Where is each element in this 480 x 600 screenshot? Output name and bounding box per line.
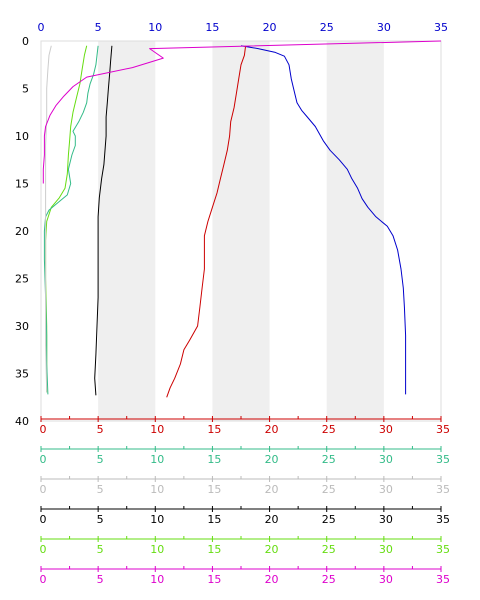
top-tick-label: 20: [263, 21, 277, 34]
bottom-tick-label: 30: [379, 423, 393, 436]
bottom-tick-label: 0: [40, 483, 47, 496]
bottom-tick-label: 35: [436, 573, 450, 586]
band-0: [98, 41, 156, 421]
bottom-tick-label: 30: [379, 483, 393, 496]
y-tick-label: 5: [22, 83, 29, 96]
bottom-axis-2: 0 5 10 15 20 25 30 35: [40, 476, 450, 496]
bottom-tick-label: 0: [40, 423, 47, 436]
y-tick-label: 20: [15, 225, 29, 238]
series-line-3: [45, 45, 88, 393]
bottom-tick-label: 25: [322, 423, 336, 436]
bottom-tick-label: 5: [97, 543, 104, 556]
bottom-tick-label: 15: [207, 453, 221, 466]
bottom-x-axes: 0 5 10 15 20 25 30 35 0 5 10 15 20 25 30 35 0 5 10 15 20 25 30…: [40, 416, 450, 586]
series-line-2: [94, 45, 113, 396]
bottom-tick-label: 15: [207, 423, 221, 436]
top-tick-label: 0: [38, 21, 45, 34]
y-tick-label: 35: [15, 368, 29, 381]
bottom-tick-label: 10: [150, 573, 164, 586]
bottom-tick-label: 25: [322, 573, 336, 586]
top-tick-label: 30: [377, 21, 391, 34]
bottom-tick-label: 0: [40, 573, 47, 586]
series-line-0: [240, 45, 407, 395]
y-tick-label: 0: [22, 35, 29, 48]
y-tick-label: 30: [15, 320, 29, 333]
series-line-6: [42, 40, 442, 184]
bottom-tick-label: 25: [322, 543, 336, 556]
top-x-axis: 0 5 10 15 20 25 30 35: [38, 21, 449, 34]
plot-border: [40, 40, 442, 422]
bottom-tick-label: 15: [207, 573, 221, 586]
bottom-tick-label: 30: [379, 513, 393, 526]
bottom-tick-label: 20: [265, 543, 279, 556]
bottom-tick-label: 25: [322, 513, 336, 526]
bottom-tick-label: 10: [150, 453, 164, 466]
bottom-tick-label: 20: [265, 453, 279, 466]
bottom-tick-label: 35: [436, 543, 450, 556]
bottom-tick-label: 10: [150, 423, 164, 436]
series-group: [42, 40, 442, 398]
bottom-tick-label: 25: [322, 483, 336, 496]
bottom-tick-label: 5: [97, 453, 104, 466]
bottom-axis-3: 0 5 10 15 20 25 30 35: [40, 506, 450, 526]
bottom-tick-label: 0: [40, 543, 47, 556]
bottom-tick-label: 5: [97, 423, 104, 436]
bottom-tick-label: 5: [97, 573, 104, 586]
band-2: [326, 41, 384, 421]
bottom-axis-5: 0 5 10 15 20 25 30 35: [40, 566, 450, 586]
top-tick-label: 5: [95, 21, 102, 34]
top-tick-label: 10: [148, 21, 162, 34]
series-line-1: [166, 45, 247, 398]
bottom-axis-4: 0 5 10 15 20 25 30 35: [40, 536, 450, 556]
bottom-tick-label: 35: [436, 453, 450, 466]
bottom-tick-label: 20: [265, 483, 279, 496]
y-tick-label: 40: [15, 415, 29, 428]
bottom-tick-label: 25: [322, 453, 336, 466]
top-tick-label: 25: [320, 21, 334, 34]
y-tick-label: 15: [15, 178, 29, 191]
band-1: [212, 41, 270, 421]
bottom-tick-label: 15: [207, 543, 221, 556]
bottom-axis-1: 0 5 10 15 20 25 30 35: [40, 446, 450, 466]
bottom-tick-label: 5: [97, 483, 104, 496]
background-bands: [98, 41, 384, 421]
bottom-tick-label: 35: [436, 513, 450, 526]
y-tick-label: 25: [15, 273, 29, 286]
series-line-5: [45, 45, 52, 393]
bottom-axis-0: 0 5 10 15 20 25 30 35: [40, 416, 450, 436]
bottom-tick-label: 10: [150, 513, 164, 526]
bottom-tick-label: 5: [97, 513, 104, 526]
bottom-tick-label: 15: [207, 513, 221, 526]
bottom-tick-label: 0: [40, 513, 47, 526]
top-tick-label: 35: [434, 21, 448, 34]
bottom-tick-label: 20: [265, 513, 279, 526]
y-axis: 0 5 10 15 20 25 30 35 40: [15, 35, 29, 428]
bottom-tick-label: 20: [265, 573, 279, 586]
bottom-tick-label: 35: [436, 483, 450, 496]
y-tick-label: 10: [15, 130, 29, 143]
bottom-tick-label: 10: [150, 483, 164, 496]
bottom-tick-label: 30: [379, 453, 393, 466]
plot-frame: [40, 40, 442, 422]
bottom-tick-label: 10: [150, 543, 164, 556]
series-line-4: [43, 45, 99, 395]
bottom-tick-label: 35: [436, 423, 450, 436]
bottom-tick-label: 30: [379, 543, 393, 556]
bottom-tick-label: 0: [40, 453, 47, 466]
top-tick-label: 15: [205, 21, 219, 34]
bottom-tick-label: 30: [379, 573, 393, 586]
bottom-tick-label: 20: [265, 423, 279, 436]
bottom-tick-label: 15: [207, 483, 221, 496]
